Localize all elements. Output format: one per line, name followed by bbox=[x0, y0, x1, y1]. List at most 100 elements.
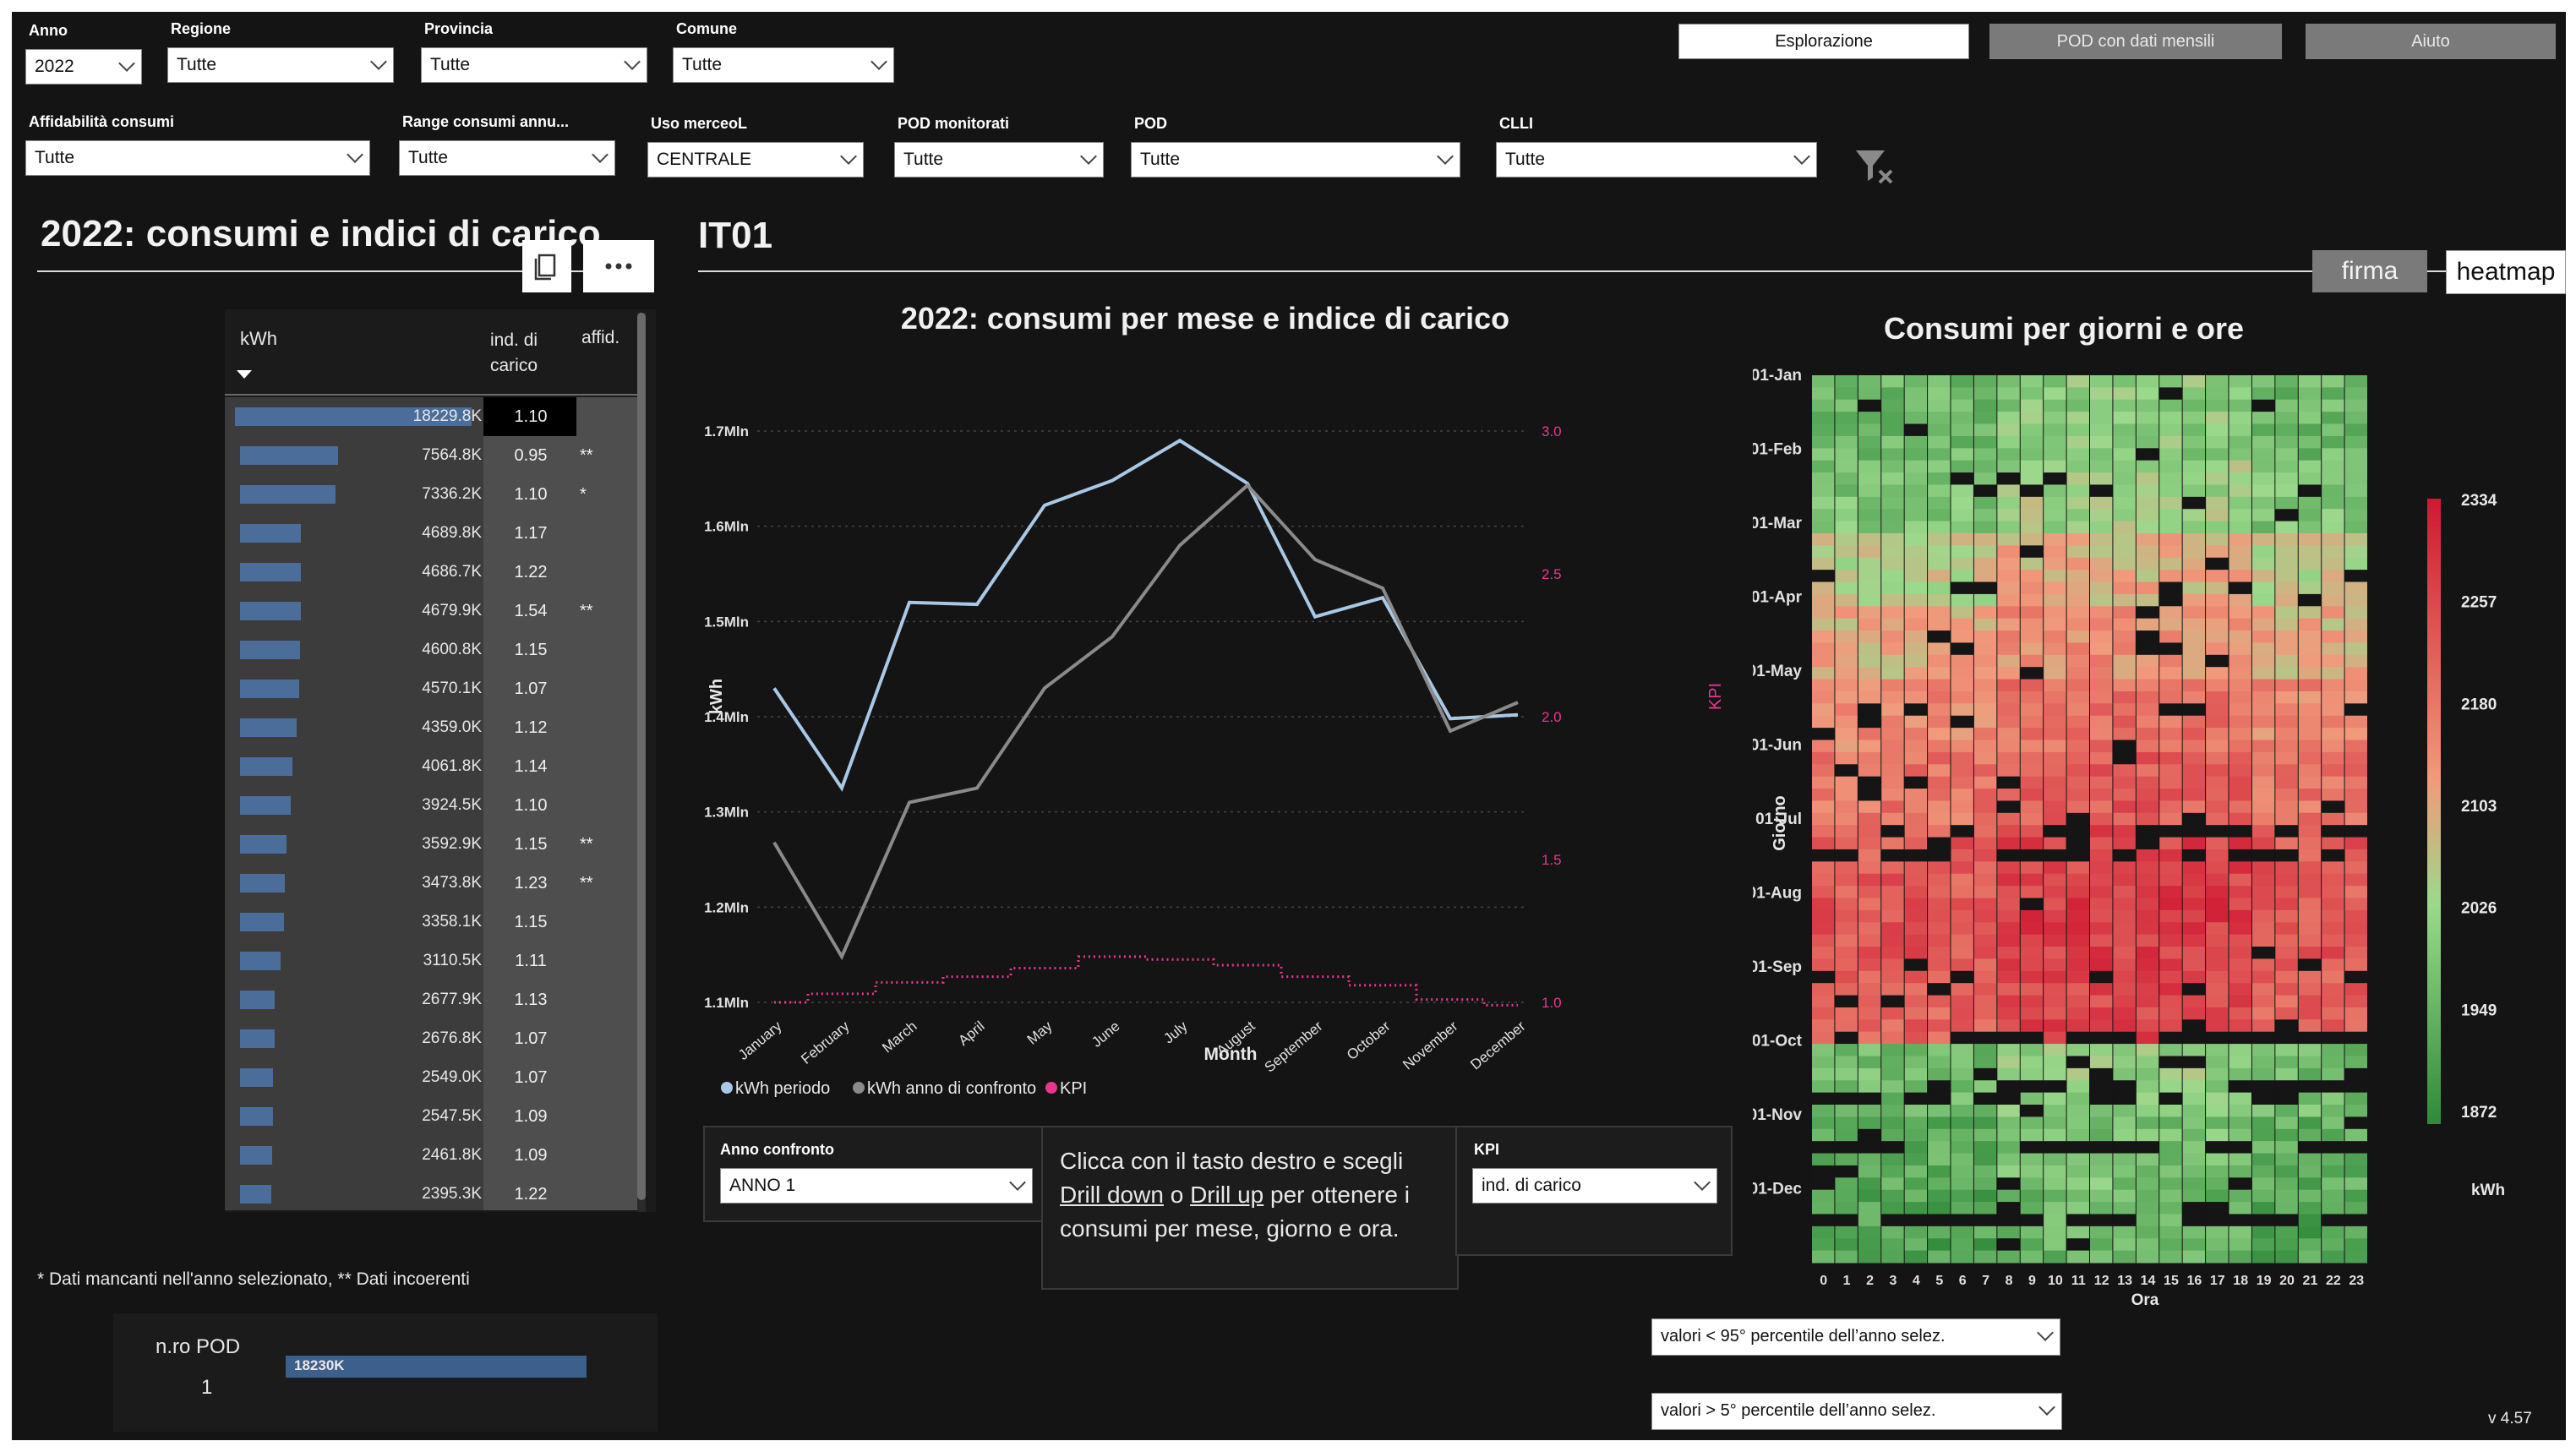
heatmap-cell bbox=[2090, 1153, 2113, 1166]
table-row[interactable]: 3110.5K 1.11 bbox=[225, 942, 639, 980]
heatmap-cell bbox=[1904, 1105, 1928, 1117]
table-row[interactable]: 2461.8K 1.09 bbox=[225, 1136, 639, 1175]
heatmap-cell bbox=[1973, 728, 1997, 741]
table-row[interactable]: 3358.1K 1.15 bbox=[225, 903, 639, 942]
filter-anno-dropdown[interactable]: 2022 bbox=[25, 49, 142, 85]
filter-range-dropdown[interactable]: Tutte bbox=[399, 140, 615, 176]
heatmap-cell bbox=[2229, 947, 2251, 959]
filter-comune-dropdown[interactable]: Tutte bbox=[673, 47, 894, 83]
series-line-kpi[interactable] bbox=[774, 955, 1518, 1007]
sort-desc-icon[interactable] bbox=[237, 370, 252, 379]
line-chart[interactable]: kWh KPI Month kWh periodo kWh anno di co… bbox=[698, 350, 1738, 1111]
firma-toggle[interactable]: firma bbox=[2312, 250, 2427, 292]
heatmap-cell bbox=[1858, 1067, 1881, 1081]
heatmap-cell bbox=[2020, 1250, 2044, 1264]
filter-clear-icon[interactable] bbox=[1851, 142, 1897, 188]
heatmap-chart[interactable]: Giorno Ora kWh 01-Jan01-Feb01-Mar01-Apr0… bbox=[1753, 350, 2566, 1322]
heatmap-cell bbox=[1904, 642, 1928, 656]
heatmap-cell bbox=[1951, 642, 1973, 656]
heatmap-cell bbox=[2182, 1250, 2206, 1264]
table-row[interactable]: 4686.7K 1.22 bbox=[225, 553, 639, 592]
table-row[interactable]: 2677.9K 1.13 bbox=[225, 980, 639, 1019]
table-row[interactable]: 2547.5K 1.09 bbox=[225, 1097, 639, 1136]
copy-icon[interactable] bbox=[522, 240, 571, 292]
heatmap-cell bbox=[2066, 898, 2089, 911]
heatmap-cell bbox=[2322, 873, 2344, 887]
col-kwh-header[interactable]: kWh bbox=[240, 328, 277, 349]
heatmap-cell bbox=[2136, 849, 2159, 862]
table-row[interactable]: 4359.0K 1.12 bbox=[225, 708, 639, 747]
col-aff-header[interactable]: affid. bbox=[581, 328, 620, 347]
heatmap-cell bbox=[1951, 947, 1973, 959]
heatmap-toggle[interactable]: heatmap bbox=[2446, 250, 2566, 294]
p95-filter-dropdown[interactable]: valori < 95° percentile dell’anno selez. bbox=[1651, 1318, 2060, 1356]
filter-provincia-dropdown[interactable]: Tutte bbox=[421, 47, 647, 83]
table-row[interactable]: 7336.2K 1.10 * bbox=[225, 475, 639, 514]
table-row[interactable]: 3592.9K 1.15 ** bbox=[225, 825, 639, 864]
heatmap-cell bbox=[1951, 532, 1973, 546]
filter-affidabilita-dropdown[interactable]: Tutte bbox=[25, 140, 370, 176]
heatmap-cell bbox=[1997, 825, 2020, 838]
heatmap-cell bbox=[2298, 1238, 2322, 1252]
drill-up-link[interactable]: Drill up bbox=[1190, 1182, 1264, 1208]
pod-mensili-button[interactable]: POD con dati mensili bbox=[1989, 24, 2282, 59]
heatmap-cell bbox=[2344, 484, 2367, 498]
aiuto-button[interactable]: Aiuto bbox=[2306, 24, 2556, 59]
heatmap-cell bbox=[2298, 995, 2322, 1008]
table-row[interactable]: 3473.8K 1.23 ** bbox=[225, 864, 639, 903]
heatmap-cell bbox=[1858, 715, 1881, 729]
table-row[interactable]: 2549.0K 1.07 bbox=[225, 1058, 639, 1097]
line-chart-legend[interactable]: kWh periodo kWh anno di confronto KPI bbox=[721, 1079, 1087, 1098]
table-scrollbar[interactable] bbox=[637, 313, 646, 1212]
filter-uso-dropdown[interactable]: CENTRALE bbox=[647, 142, 864, 177]
table-row[interactable]: 4570.1K 1.07 bbox=[225, 669, 639, 708]
heatmap-cell bbox=[2066, 873, 2089, 887]
table-row[interactable]: 4061.8K 1.14 bbox=[225, 747, 639, 786]
heatmap-cell bbox=[2298, 679, 2322, 692]
heatmap-cell bbox=[1904, 460, 1928, 473]
heatmap-cell bbox=[2159, 435, 2182, 449]
legend-kwh-periodo[interactable]: kWh periodo bbox=[735, 1079, 830, 1098]
heatmap-cell bbox=[1835, 715, 1858, 729]
heatmap-cell bbox=[2206, 545, 2229, 559]
left-panel-title: 2022: consumi e indici di carico bbox=[41, 213, 601, 254]
series-line-kwh-confronto[interactable] bbox=[772, 483, 1519, 961]
table-row[interactable]: 4600.8K 1.15 bbox=[225, 630, 639, 669]
heatmap-cell bbox=[2182, 898, 2206, 911]
table-row[interactable]: 4679.9K 1.54 ** bbox=[225, 592, 639, 630]
heatmap-cell bbox=[1858, 1189, 1881, 1203]
esplorazione-button[interactable]: Esplorazione bbox=[1678, 24, 1969, 59]
col-ind-header[interactable]: ind. di carico bbox=[490, 330, 538, 375]
table-scrollbar-thumb[interactable] bbox=[637, 313, 646, 1200]
p5-filter-dropdown[interactable]: valori > 5° percentile dell’anno selez. bbox=[1651, 1393, 2062, 1430]
heatmap-cell bbox=[2229, 532, 2251, 546]
anno-confronto-dropdown[interactable]: ANNO 1 bbox=[720, 1168, 1033, 1204]
filter-clli-dropdown[interactable]: Tutte bbox=[1496, 142, 1817, 177]
filter-pod-dropdown[interactable]: Tutte bbox=[1131, 142, 1460, 177]
filter-regione-dropdown[interactable]: Tutte bbox=[167, 47, 394, 83]
heatmap-cell bbox=[2344, 423, 2367, 437]
heatmap-cell bbox=[2113, 849, 2136, 862]
heatmap-cell bbox=[2090, 532, 2113, 546]
legend-kpi[interactable]: KPI bbox=[1060, 1079, 1087, 1098]
legend-kwh-confronto[interactable]: kWh anno di confronto bbox=[867, 1079, 1036, 1098]
heatmap-cell bbox=[2206, 1080, 2229, 1094]
kpi-dropdown[interactable]: ind. di carico bbox=[1472, 1168, 1717, 1204]
heatmap-cell bbox=[1928, 593, 1951, 607]
heatmap-cell bbox=[2229, 909, 2251, 923]
heatmap-cell bbox=[2251, 1225, 2275, 1239]
table-row[interactable]: 2395.3K 1.22 bbox=[225, 1175, 639, 1214]
more-options-icon[interactable] bbox=[583, 240, 654, 292]
heatmap-cell bbox=[1951, 496, 1973, 510]
table-row[interactable]: 4689.8K 1.17 bbox=[225, 514, 639, 553]
table-row[interactable]: 3924.5K 1.10 bbox=[225, 786, 639, 825]
heatmap-cell bbox=[2229, 509, 2251, 522]
filter-pod-monitorati-dropdown[interactable]: Tutte bbox=[894, 142, 1104, 177]
table-row[interactable]: 2676.8K 1.07 bbox=[225, 1019, 639, 1058]
heatmap-cell bbox=[2229, 898, 2251, 911]
drill-down-link[interactable]: Drill down bbox=[1060, 1182, 1164, 1208]
table-row[interactable]: 18229.8K 1.10 bbox=[225, 397, 639, 436]
table-row[interactable]: 7564.8K 0.95 ** bbox=[225, 436, 639, 475]
heatmap-cell bbox=[1904, 532, 1928, 546]
series-line-kwh-periodo[interactable] bbox=[772, 438, 1519, 792]
